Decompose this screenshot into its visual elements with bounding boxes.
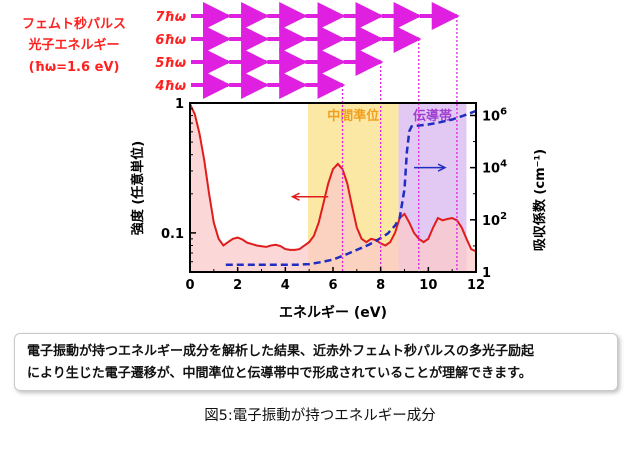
y-right-tick-label: 104: [482, 159, 507, 177]
caption-line-2: により生じた電子遷移が、中間準位と伝導帯中で形成されていることが理解できます。: [27, 366, 532, 381]
y-right-tick-label: 102: [482, 211, 507, 229]
y-axis-left: 10.1: [161, 97, 196, 263]
photon-legend-line-1: フェムト秒パルス: [22, 16, 126, 32]
x-axis: 0 2 4 6 8 10 12: [185, 267, 485, 293]
region-label-1: 伝導帯: [413, 108, 452, 124]
x-tick-label: 12: [467, 278, 485, 293]
photon-row-label-1: 6ħω: [155, 33, 186, 48]
series-line-1: [225, 109, 476, 266]
y-left-tick-label: 1: [175, 97, 184, 112]
y-right-tick-label: 1: [482, 266, 491, 281]
x-axis-title: エネルギー (eV): [279, 304, 387, 320]
region-label-0: 中間準位: [327, 108, 379, 124]
photon-legend-line-2: 光子エネルギー: [27, 37, 119, 53]
x-tick-label: 8: [376, 278, 385, 293]
annotation-arrows: [290, 163, 447, 201]
annotation-arrowhead-0: [290, 192, 300, 201]
photon-row-label-0: 7ħω: [155, 10, 186, 25]
series-line-0: [190, 103, 476, 253]
energy-chart: フェムト秒パルス 光子エネルギー (ħω=1.6 eV) 7ħω 6ħω 5ħω 4ħ…: [22, 2, 548, 320]
photon-legend-line-3: (ħω=1.6 eV): [29, 60, 120, 75]
x-tick-label: 10: [419, 278, 437, 293]
x-tick-label: 6: [328, 278, 337, 293]
series-fill-0: [190, 104, 476, 272]
photon-energy-legend: フェムト秒パルス 光子エネルギー (ħω=1.6 eV): [22, 16, 126, 75]
series-layer: [190, 103, 476, 272]
y-right-tick-label: 106: [482, 106, 507, 124]
x-tick-label: 2: [233, 278, 242, 293]
y-axis-right-title: 吸収係数 (cm⁻¹): [532, 149, 548, 251]
photon-arrow-rows: 7ħω 6ħω 5ħω 4ħω: [154, 2, 460, 99]
x-tick-label: 4: [281, 278, 290, 293]
photon-guide-lines: [341, 16, 458, 272]
y-left-tick-label: 0.1: [161, 227, 184, 242]
figure-label: 図5:電子振動が持つエネルギー成分: [204, 408, 436, 424]
caption-line-1: 電子振動が持つエネルギー成分を解析した結果、近赤外フェムト秒パルスの多光子励起: [27, 344, 535, 359]
y-axis-left-title: 強度 (任意単位): [130, 141, 146, 235]
caption-box: 電子振動が持つエネルギー成分を解析した結果、近赤外フェムト秒パルスの多光子励起 …: [14, 333, 618, 391]
annotation-arrowhead-1: [437, 163, 447, 172]
photon-row-label-2: 5ħω: [155, 56, 186, 71]
photon-row-label-3: 4ħω: [154, 79, 186, 94]
x-tick-label: 0: [185, 278, 194, 293]
